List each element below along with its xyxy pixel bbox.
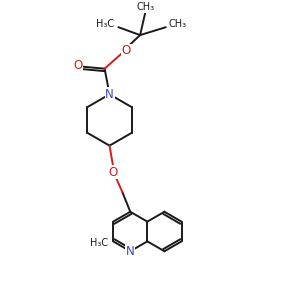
Text: N: N xyxy=(126,245,135,258)
Text: H₃C: H₃C xyxy=(95,19,114,29)
Text: O: O xyxy=(73,59,83,72)
Text: O: O xyxy=(122,44,131,57)
Text: CH₃: CH₃ xyxy=(169,19,187,29)
Text: H₃C: H₃C xyxy=(90,238,108,248)
Text: N: N xyxy=(105,88,114,101)
Text: CH₃: CH₃ xyxy=(137,2,155,13)
Text: O: O xyxy=(109,166,118,179)
